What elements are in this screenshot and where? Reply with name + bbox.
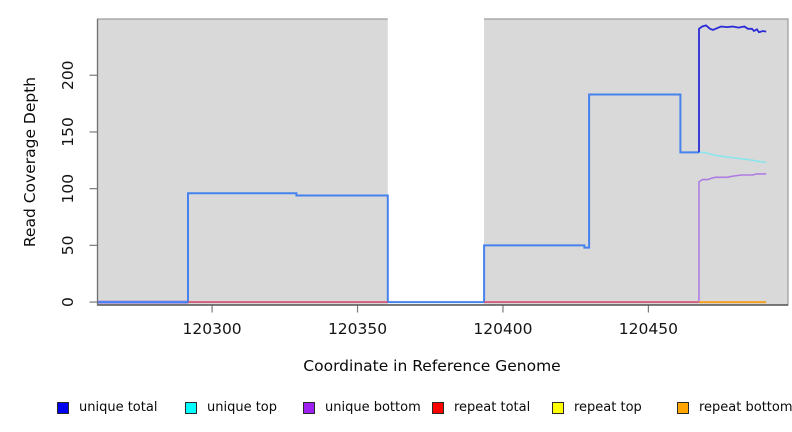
legend-item-repeat-total: repeat total [432,400,530,415]
series-unique-total-left [97,93,699,304]
legend-swatch-unique-total [57,401,69,414]
legend-label: repeat bottom [699,400,792,415]
legend-label: repeat top [574,400,642,415]
x-tick-label: 120400 [473,320,532,338]
series-unique-top [699,151,767,164]
y-tick-label: 0 [59,297,77,307]
legend-swatch-unique-bottom [303,401,315,414]
y-tick-label: 50 [59,235,77,255]
legend-item-repeat-top: repeat top [552,400,642,415]
legend-swatch-repeat-top [552,401,564,414]
uncovered-region-mask [387,13,485,305]
legend-swatch-repeat-total [432,401,444,414]
x-tick-label: 120300 [183,320,242,338]
legend-item-unique-top: unique top [185,400,277,415]
y-tick-label: 200 [59,60,77,90]
series-unique-total-right [698,24,767,153]
series-unique-bottom [698,173,767,303]
y-tick-label: 150 [59,117,77,147]
plot-area: 120300 120350 120400 120450 0 50 100 150 200 [59,13,789,338]
legend-swatch-unique-top [185,401,197,414]
x-axis-title: Coordinate in Reference Genome [303,357,561,375]
legend-item-unique-bottom: unique bottom [303,400,421,415]
legend-swatch-repeat-bottom [677,401,689,414]
legend-item-repeat-bottom: repeat bottom [677,400,792,415]
x-tick-label: 120350 [328,320,387,338]
y-tick-label: 100 [59,174,77,204]
legend-label: unique top [207,400,278,415]
x-tick-label: 120450 [619,320,678,338]
legend-label: unique bottom [325,400,421,415]
y-axis-title: Read Coverage Depth [21,76,39,248]
legend-item-unique-total: unique total [57,400,157,415]
legend-label: repeat total [454,400,531,415]
legend-label: unique total [79,400,158,415]
